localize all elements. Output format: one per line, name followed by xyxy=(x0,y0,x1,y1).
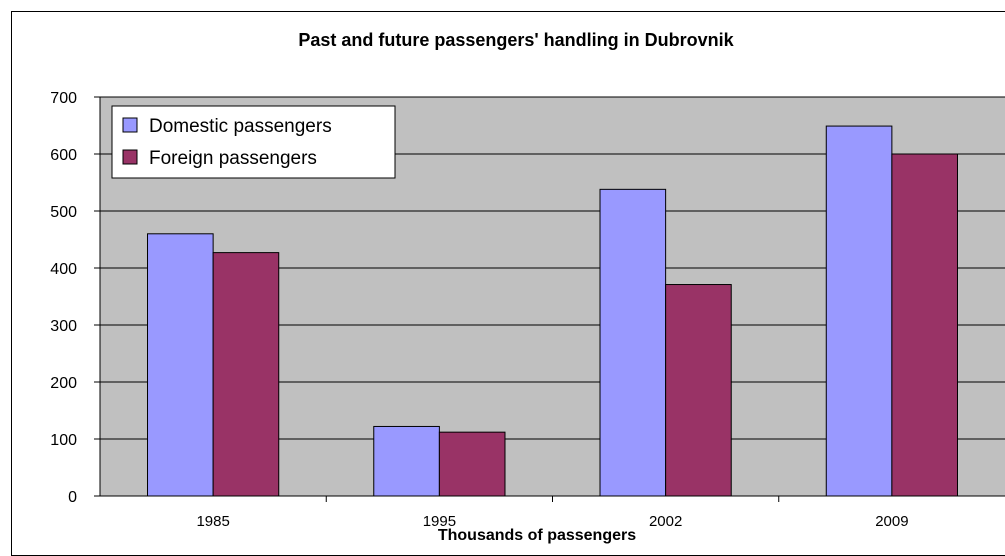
y-tick-label: 0 xyxy=(68,489,77,506)
y-tick-label: 500 xyxy=(50,204,77,221)
bar-domestic-passengers-2009 xyxy=(825,125,893,497)
bar-foreign-passengers-2002 xyxy=(665,284,732,497)
x-tick-label: 2009 xyxy=(875,513,908,530)
bar-domestic-passengers-2002 xyxy=(599,188,667,497)
y-tick-label: 700 xyxy=(50,90,77,107)
y-tick-label: 600 xyxy=(50,147,77,164)
x-tick-label: 1985 xyxy=(196,513,229,530)
chart-title: Past and future passengers' handling in … xyxy=(298,30,734,50)
legend-swatch xyxy=(122,117,138,133)
bar-foreign-passengers-1995 xyxy=(438,431,506,497)
x-tick-label: 1995 xyxy=(423,513,456,530)
bar-domestic-passengers-1985 xyxy=(147,233,214,497)
y-axis-ticks: 0 100 200 300 400 500 600 700 xyxy=(50,90,100,506)
y-tick-label: 100 xyxy=(50,432,77,449)
legend-swatch xyxy=(122,149,138,165)
bar-domestic-passengers-1995 xyxy=(373,425,440,497)
legend-label: Foreign passengers xyxy=(149,148,317,169)
legend-box xyxy=(111,105,396,179)
bar-foreign-passengers-1985 xyxy=(212,252,280,497)
bar-foreign-passengers-2009 xyxy=(891,153,958,497)
x-tick-label: 2002 xyxy=(649,513,682,530)
x-axis-ticks: 1985 1995 2002 2009 xyxy=(196,496,909,530)
legend-label: Domestic passengers xyxy=(149,116,332,137)
bars xyxy=(147,125,958,497)
y-tick-label: 400 xyxy=(50,261,77,278)
y-tick-label: 200 xyxy=(50,375,77,392)
legend: Domestic passengers Foreign passengers xyxy=(111,105,396,179)
x-axis-label: Thousands of passengers xyxy=(438,527,636,544)
y-tick-label: 300 xyxy=(50,318,77,335)
